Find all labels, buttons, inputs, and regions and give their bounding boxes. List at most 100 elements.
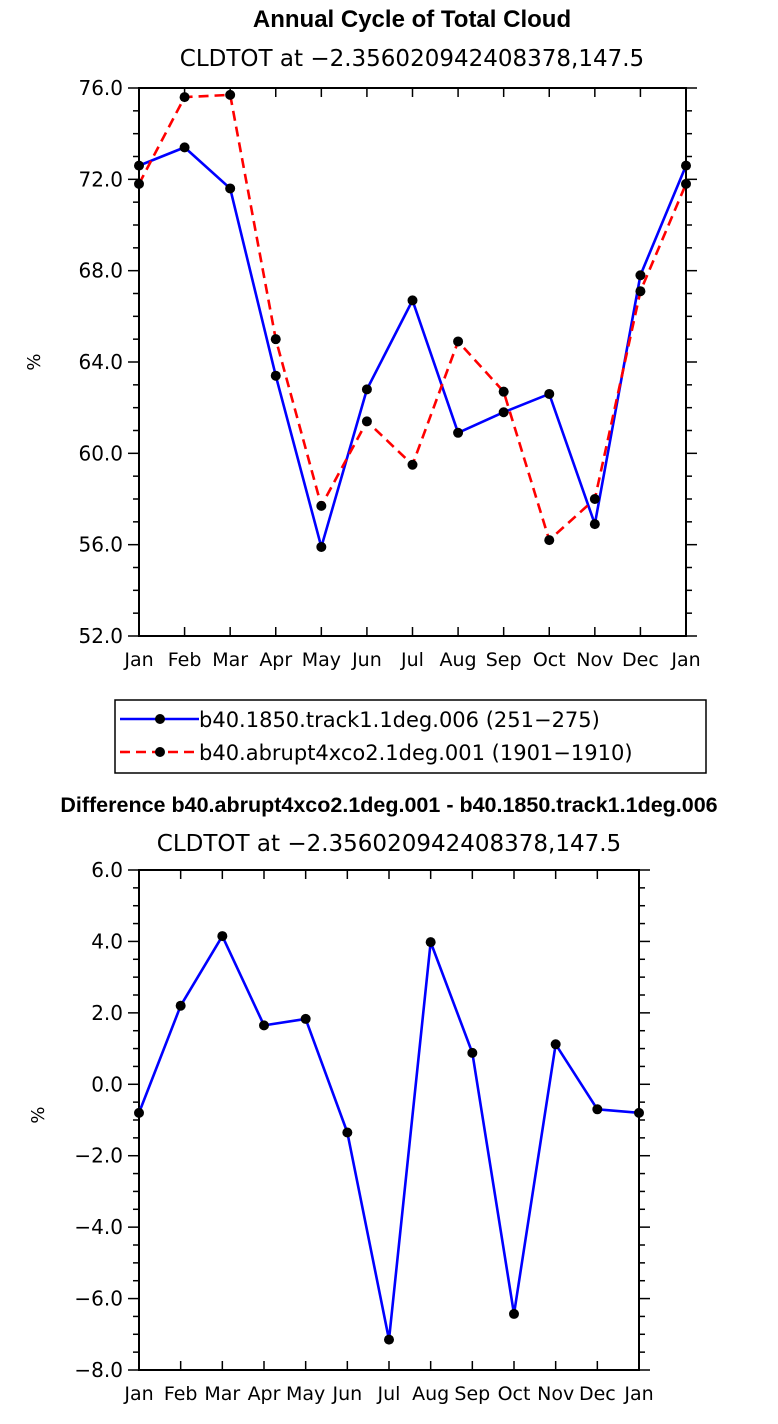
chart2-series xyxy=(134,931,644,1345)
chart2-series-1-point xyxy=(134,1107,144,1118)
chart2-x-tick-label: Aug xyxy=(412,1383,449,1405)
chart1-x-tick-label: Apr xyxy=(259,649,292,671)
chart1-series xyxy=(134,89,691,552)
chart2-series-1-point xyxy=(425,937,436,948)
chart1-x-tick-label: Nov xyxy=(576,649,613,671)
chart2-x-tick-label: Nov xyxy=(537,1383,574,1405)
legend-label-series-1: b40.1850.track1.1deg.006 (251−275) xyxy=(199,708,600,732)
chart2-x-tick-label: Jul xyxy=(377,1383,401,1405)
chart2-subtitle: CLDTOT at −2.356020942408378,147.5 xyxy=(157,831,621,857)
legend-marker-series-1 xyxy=(155,714,165,724)
chart-difference: Difference b40.abrupt4xco2.1deg.001 - b4… xyxy=(28,793,718,1405)
chart1-series-1-point xyxy=(681,160,691,171)
chart1-title: Annual Cycle of Total Cloud xyxy=(253,6,571,33)
legend-label-series-2: b40.abrupt4xco2.1deg.001 (1901−1910) xyxy=(199,741,633,765)
chart1-series-1-point xyxy=(134,160,144,171)
chart1-subtitle: CLDTOT at −2.356020942408378,147.5 xyxy=(180,46,644,72)
chart2-x-tick-label: Jan xyxy=(623,1383,653,1405)
chart1-series-1-point xyxy=(544,388,555,399)
chart1-x-tick-label: May xyxy=(302,649,341,671)
chart2-series-1-point xyxy=(467,1047,478,1058)
chart2-y-tick-label: −8.0 xyxy=(74,1358,123,1382)
chart1-y-tick-label: 56.0 xyxy=(78,533,123,557)
chart1-series-2-point xyxy=(681,178,691,189)
chart2-series-1-point xyxy=(300,1013,311,1024)
chart1-y-tick-label: 52.0 xyxy=(78,624,123,648)
chart1-x-tick-label: Jan xyxy=(123,649,153,671)
chart2-y-tick-label: 4.0 xyxy=(91,929,123,953)
chart2-title: Difference b40.abrupt4xco2.1deg.001 - b4… xyxy=(60,793,717,817)
chart2-series-1-point xyxy=(342,1127,353,1138)
chart1-series-1-point xyxy=(179,142,190,153)
chart1-series-2-point xyxy=(134,178,144,189)
chart1-series-2-point xyxy=(498,386,509,397)
chart1-series-2-point xyxy=(635,286,646,297)
chart1-x-tick-label: Mar xyxy=(212,649,248,671)
chart2-x-tick-label: Jan xyxy=(123,1383,153,1405)
chart2-series-1-point xyxy=(550,1039,561,1050)
chart1-series-1-point xyxy=(589,519,600,530)
chart1-series-2-point xyxy=(544,535,555,546)
chart1-series-1-point xyxy=(635,270,646,281)
chart1-y-tick-label: 68.0 xyxy=(78,259,123,283)
legend-marker-series-2 xyxy=(155,747,165,757)
chart1-x-tick-label: Dec xyxy=(622,649,659,671)
chart2-series-1-point xyxy=(259,1020,269,1031)
chart1-series-2-point xyxy=(589,494,600,504)
chart2-y-tick-label: −4.0 xyxy=(74,1215,123,1239)
chart2-x-tick-label: Jun xyxy=(331,1383,362,1405)
chart1-y-tick-label: 64.0 xyxy=(78,350,123,374)
chart1-series-2-point xyxy=(407,459,418,470)
chart2-x-tick-label: Sep xyxy=(454,1383,490,1405)
chart1-series-1-point xyxy=(361,384,372,395)
chart2-x-tick-label: Oct xyxy=(498,1383,531,1405)
chart1-series-2-point xyxy=(361,416,372,427)
chart2-series-1-point xyxy=(384,1334,394,1345)
chart1-series-1-point xyxy=(498,407,509,418)
chart1-x-tick-label: Jun xyxy=(351,649,382,671)
chart1-x-tick-label: Jul xyxy=(400,649,424,671)
chart1-x-tick-label: Sep xyxy=(486,649,522,671)
chart1-y-tick-label: 76.0 xyxy=(78,76,123,100)
chart2-x-tick-label: Feb xyxy=(164,1383,198,1405)
chart2-ylabel: % xyxy=(28,1106,49,1123)
chart2-series-1-point xyxy=(592,1104,603,1115)
chart1-series-2-point xyxy=(316,500,327,511)
chart1-series-1-point xyxy=(316,541,327,552)
chart1-series-1-point xyxy=(453,427,464,438)
chart2-x-tick-label: May xyxy=(286,1383,325,1405)
chart2-y-tick-label: 2.0 xyxy=(91,1001,123,1025)
chart2-series-1-point xyxy=(175,1000,186,1011)
chart2-axes: Jan Feb Mar Apr May Jun Jul Aug Sep Oct Nov Dec Jan−… xyxy=(74,858,653,1405)
chart1-series-1-point xyxy=(225,183,236,194)
chart1-x-tick-label: Jan xyxy=(670,649,700,671)
chart1-series-2-point xyxy=(225,89,236,100)
chart2-series-1-point xyxy=(217,931,228,942)
chart1-y-tick-label: 72.0 xyxy=(78,167,123,191)
legend-box xyxy=(114,699,707,774)
chart1-x-tick-label: Feb xyxy=(168,649,202,671)
chart1-series-1-point xyxy=(407,295,418,306)
chart2-y-tick-label: 0.0 xyxy=(91,1072,123,1096)
chart1-series-2-point xyxy=(270,334,281,345)
chart1-legend: b40.1850.track1.1deg.006 (251−275) b40.a… xyxy=(114,699,707,774)
chart2-x-tick-label: Dec xyxy=(579,1383,616,1405)
chart1-x-tick-label: Oct xyxy=(533,649,566,671)
chart2-series-1-point xyxy=(634,1107,644,1118)
chart1-ylabel: % xyxy=(24,353,45,370)
chart1-series-2-point xyxy=(453,336,464,347)
chart1-x-tick-label: Aug xyxy=(440,649,477,671)
chart1-series-2-point xyxy=(179,92,190,103)
chart2-series-1-point xyxy=(509,1308,519,1319)
chart2-y-tick-label: −6.0 xyxy=(74,1287,123,1311)
chart2-x-tick-label: Apr xyxy=(248,1383,281,1405)
chart1-axes: Jan Feb Mar Apr May Jun Jul Aug Sep Oct Nov Dec Jan5… xyxy=(78,76,700,671)
chart1-y-tick-label: 60.0 xyxy=(78,441,123,465)
chart2-x-tick-label: Mar xyxy=(204,1383,240,1405)
chart-annual-cycle: Annual Cycle of Total Cloud CLDTOT at −2… xyxy=(24,6,707,774)
chart2-y-tick-label: 6.0 xyxy=(91,858,123,882)
chart1-series-1-point xyxy=(270,370,281,381)
chart2-y-tick-label: −2.0 xyxy=(74,1144,123,1168)
